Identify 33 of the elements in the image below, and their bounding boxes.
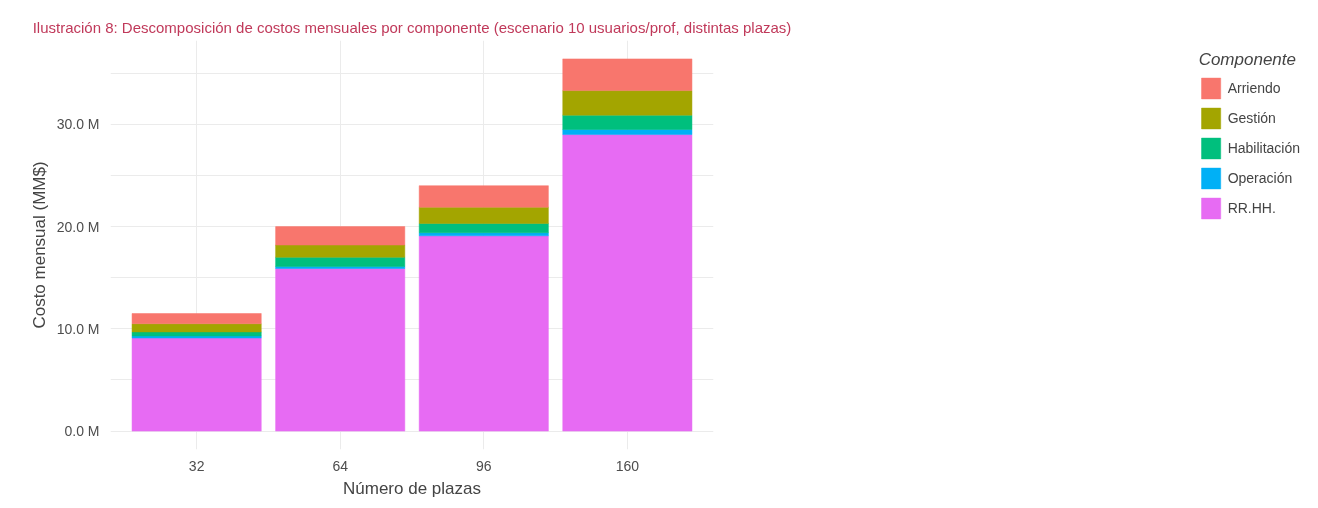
- legend-label: Gestión: [1227, 110, 1276, 126]
- bar: [562, 129, 693, 135]
- x-axis-title: Número de plazas: [343, 478, 481, 498]
- bar: [562, 134, 693, 432]
- bar: [275, 257, 406, 267]
- bar: [418, 185, 549, 208]
- legend-label: Operación: [1227, 170, 1293, 186]
- legend-title: Componente: [1198, 50, 1297, 70]
- bar: [418, 223, 549, 233]
- bar: [275, 226, 406, 246]
- y-tick-label: 30.0 M: [56, 116, 100, 133]
- bar: [418, 235, 549, 432]
- bar: [131, 337, 262, 432]
- x-tick-label: 32: [188, 457, 205, 474]
- bar: [562, 114, 693, 130]
- legend-label: RR.HH.: [1227, 200, 1276, 216]
- bar: [131, 313, 262, 324]
- bar: [418, 206, 549, 224]
- bar: [131, 323, 262, 333]
- chart-title: Ilustración 8: Descomposición de costos mensuales por componente (escenario 10 usuarios/prof, distintas plazas): [32, 18, 792, 36]
- y-tick-label: 0.0 M: [64, 423, 100, 440]
- bar: [562, 90, 693, 116]
- x-tick-label: 64: [332, 457, 349, 474]
- y-tick-label: 10.0 M: [56, 320, 100, 337]
- legend-label: Habilitación: [1227, 140, 1300, 156]
- bar: [275, 244, 406, 258]
- legend-label: Arriendo: [1227, 80, 1281, 96]
- bar: [275, 268, 406, 432]
- x-tick-label: 160: [615, 457, 640, 474]
- x-tick-label: 96: [476, 457, 492, 474]
- y-tick-label: 20.0 M: [56, 218, 100, 235]
- bar: [562, 58, 693, 91]
- y-axis-title: Costo mensual (MM$): [29, 161, 49, 329]
